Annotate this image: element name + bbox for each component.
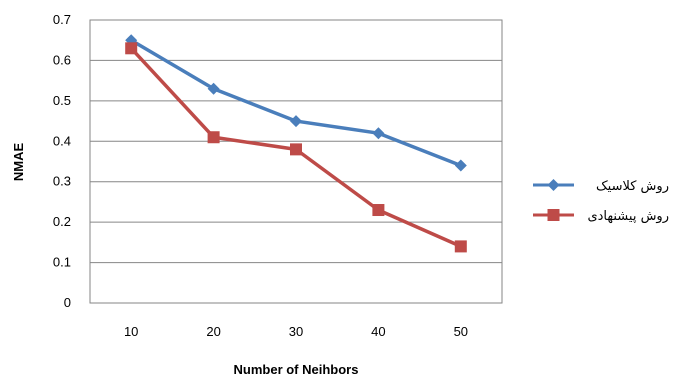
series-layer [125, 34, 467, 253]
y-tick-label: 0.3 [53, 174, 71, 189]
data-point [372, 127, 385, 140]
legend-marker-classic [547, 179, 560, 191]
y-tick-label: 0 [64, 295, 71, 310]
x-axis-tick-labels: 10 20 30 40 50 [124, 324, 468, 339]
series-2 [125, 42, 467, 253]
plot-area [89, 19, 503, 304]
x-tick-label: 50 [454, 324, 468, 339]
data-point [207, 131, 220, 144]
y-tick-label: 0.1 [53, 255, 71, 270]
x-tick-label: 30 [289, 324, 303, 339]
y-axis-title: NMAE [11, 143, 26, 182]
data-point [207, 82, 220, 95]
legend-item-classic: روش کلاسیک [533, 179, 669, 194]
y-tick-label: 0.5 [53, 93, 71, 108]
legend-label-classic: روش کلاسیک [596, 179, 669, 194]
y-tick-label: 0.4 [53, 133, 71, 148]
legend-item-proposed: روش پیشنهادی [533, 209, 669, 224]
x-tick-label: 10 [124, 324, 138, 339]
y-axis-tick-labels: 0 0.1 0.2 0.3 0.4 0.5 0.6 0.7 [53, 12, 71, 310]
data-point [454, 159, 467, 172]
x-tick-label: 20 [206, 324, 220, 339]
y-tick-label: 0.6 [53, 52, 71, 67]
x-tick-label: 40 [371, 324, 385, 339]
data-point [372, 204, 385, 217]
y-tick-label: 0.2 [53, 214, 71, 229]
data-point [454, 240, 467, 253]
data-point [290, 115, 302, 128]
series-1 [125, 34, 467, 172]
legend-label-proposed: روش پیشنهادی [587, 209, 669, 224]
x-axis-title: Number of Neihbors [234, 362, 359, 376]
legend-marker-proposed [547, 209, 560, 221]
gridlines [90, 19, 502, 264]
data-point [290, 143, 302, 156]
legend: روش کلاسیک روش پیشنهادی [533, 179, 669, 224]
y-tick-label: 0.7 [53, 12, 71, 27]
data-point [125, 42, 138, 55]
